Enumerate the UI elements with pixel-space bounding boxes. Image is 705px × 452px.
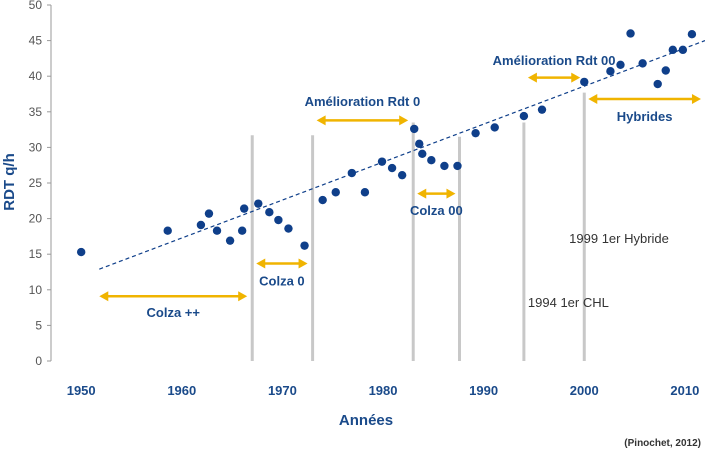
data-point-29 [537,105,547,114]
data-point-1 [163,226,172,235]
data-point-27 [490,123,499,132]
data-point-36 [661,66,670,75]
data-point-2 [196,220,206,230]
period-label-0: Colza ++ [147,305,201,320]
x-tick-label-2010: 2010 [670,383,699,398]
period-label-5: Hybrides [617,109,673,124]
data-point-3 [204,209,214,218]
period-arrow-head-right-4 [571,72,581,83]
period-arrow-head-right-3 [446,188,456,199]
data-point-5 [225,236,235,245]
x-tick-label-1980: 1980 [369,383,398,398]
y-tick-label-30: 30 [29,140,43,154]
x-tick-label-1960: 1960 [167,383,196,398]
data-point-11 [284,224,293,233]
data-point-33 [626,29,635,38]
y-tick-label-0: 0 [35,354,42,368]
data-point-31 [606,67,615,76]
period-arrows [99,72,701,302]
period-arrow-1 [256,258,308,269]
period-arrow-head-left-3 [417,188,427,199]
y-axis-title: RDT q/h [1,153,18,211]
data-point-39 [687,29,697,39]
chart-text: Colza ++ Colza 0 Amélioration Rdt 0 Colza 0… [147,53,673,320]
data-point-13 [318,195,327,205]
trendline [99,40,705,270]
y-tick-label-5: 5 [35,318,42,332]
annotation-0: 1999 1er Hybride [569,231,669,246]
y-tick-label-35: 35 [29,105,43,119]
data-point-4 [212,226,222,235]
data-point-28 [519,111,529,121]
y-tick-label-25: 25 [29,176,43,190]
data-point-14 [331,188,340,197]
data-point-0 [76,247,86,257]
data-point-22 [418,149,427,159]
y-tick-label-15: 15 [29,247,43,261]
period-arrow-head-left-0 [99,291,109,302]
period-arrow-3 [417,188,456,199]
period-arrow-head-right-0 [238,291,248,302]
period-label-1: Colza 0 [259,274,305,289]
period-arrow-4 [527,72,581,83]
data-point-25 [453,161,462,171]
x-tick-label-1970: 1970 [268,383,297,398]
x-tick-label-1990: 1990 [469,383,498,398]
axes: 0 5 10 15 20 25 30 35 40 45 50 1950 1960 1970 1980 1990… [29,0,700,398]
data-point-34 [638,59,647,68]
data-points [76,29,697,257]
data-point-6 [237,226,247,235]
trendline-line [99,40,705,270]
data-point-17 [377,157,387,166]
period-arrow-head-right-1 [298,258,308,269]
x-axis-title: Années [339,412,393,429]
data-point-30 [580,77,589,87]
period-arrow-2 [316,115,409,126]
x-tick-label-2000: 2000 [570,383,599,398]
period-arrow-head-left-4 [527,72,537,83]
data-point-21 [415,139,424,149]
data-point-15 [347,168,357,178]
period-label-3: Colza 00 [410,203,463,218]
y-tick-label-20: 20 [29,212,43,226]
data-point-10 [274,215,283,225]
y-tick-label-10: 10 [29,283,43,297]
data-point-37 [668,45,678,55]
y-tick-label-45: 45 [29,34,43,48]
data-point-20 [410,124,419,134]
period-label-4: Amélioration Rdt 00 [493,53,616,68]
data-point-26 [471,128,480,138]
period-arrow-5 [588,93,701,104]
data-point-7 [239,204,249,213]
source-citation: (Pinochet, 2012) [624,438,701,449]
data-point-9 [265,207,274,217]
period-arrow-0 [99,291,248,302]
period-arrow-head-left-1 [256,258,266,269]
period-label-2: Amélioration Rdt 0 [305,94,421,109]
data-point-38 [678,45,688,55]
period-arrow-head-left-5 [588,93,598,104]
y-tick-label-50: 50 [29,0,43,12]
data-point-8 [254,199,263,208]
period-arrow-head-right-2 [399,115,409,126]
data-point-19 [397,170,407,180]
annotation-1: 1994 1er CHL [528,295,609,310]
period-arrow-head-right-5 [691,93,701,104]
period-separator-lines [250,92,586,361]
period-arrow-head-left-2 [316,115,326,126]
data-point-32 [616,60,625,70]
data-point-12 [300,241,309,250]
data-point-24 [440,161,449,171]
data-point-18 [387,163,397,173]
data-point-16 [360,188,370,197]
data-point-23 [427,156,436,165]
x-tick-label-1950: 1950 [67,383,96,398]
y-tick-label-40: 40 [29,69,43,83]
data-point-35 [653,79,662,89]
